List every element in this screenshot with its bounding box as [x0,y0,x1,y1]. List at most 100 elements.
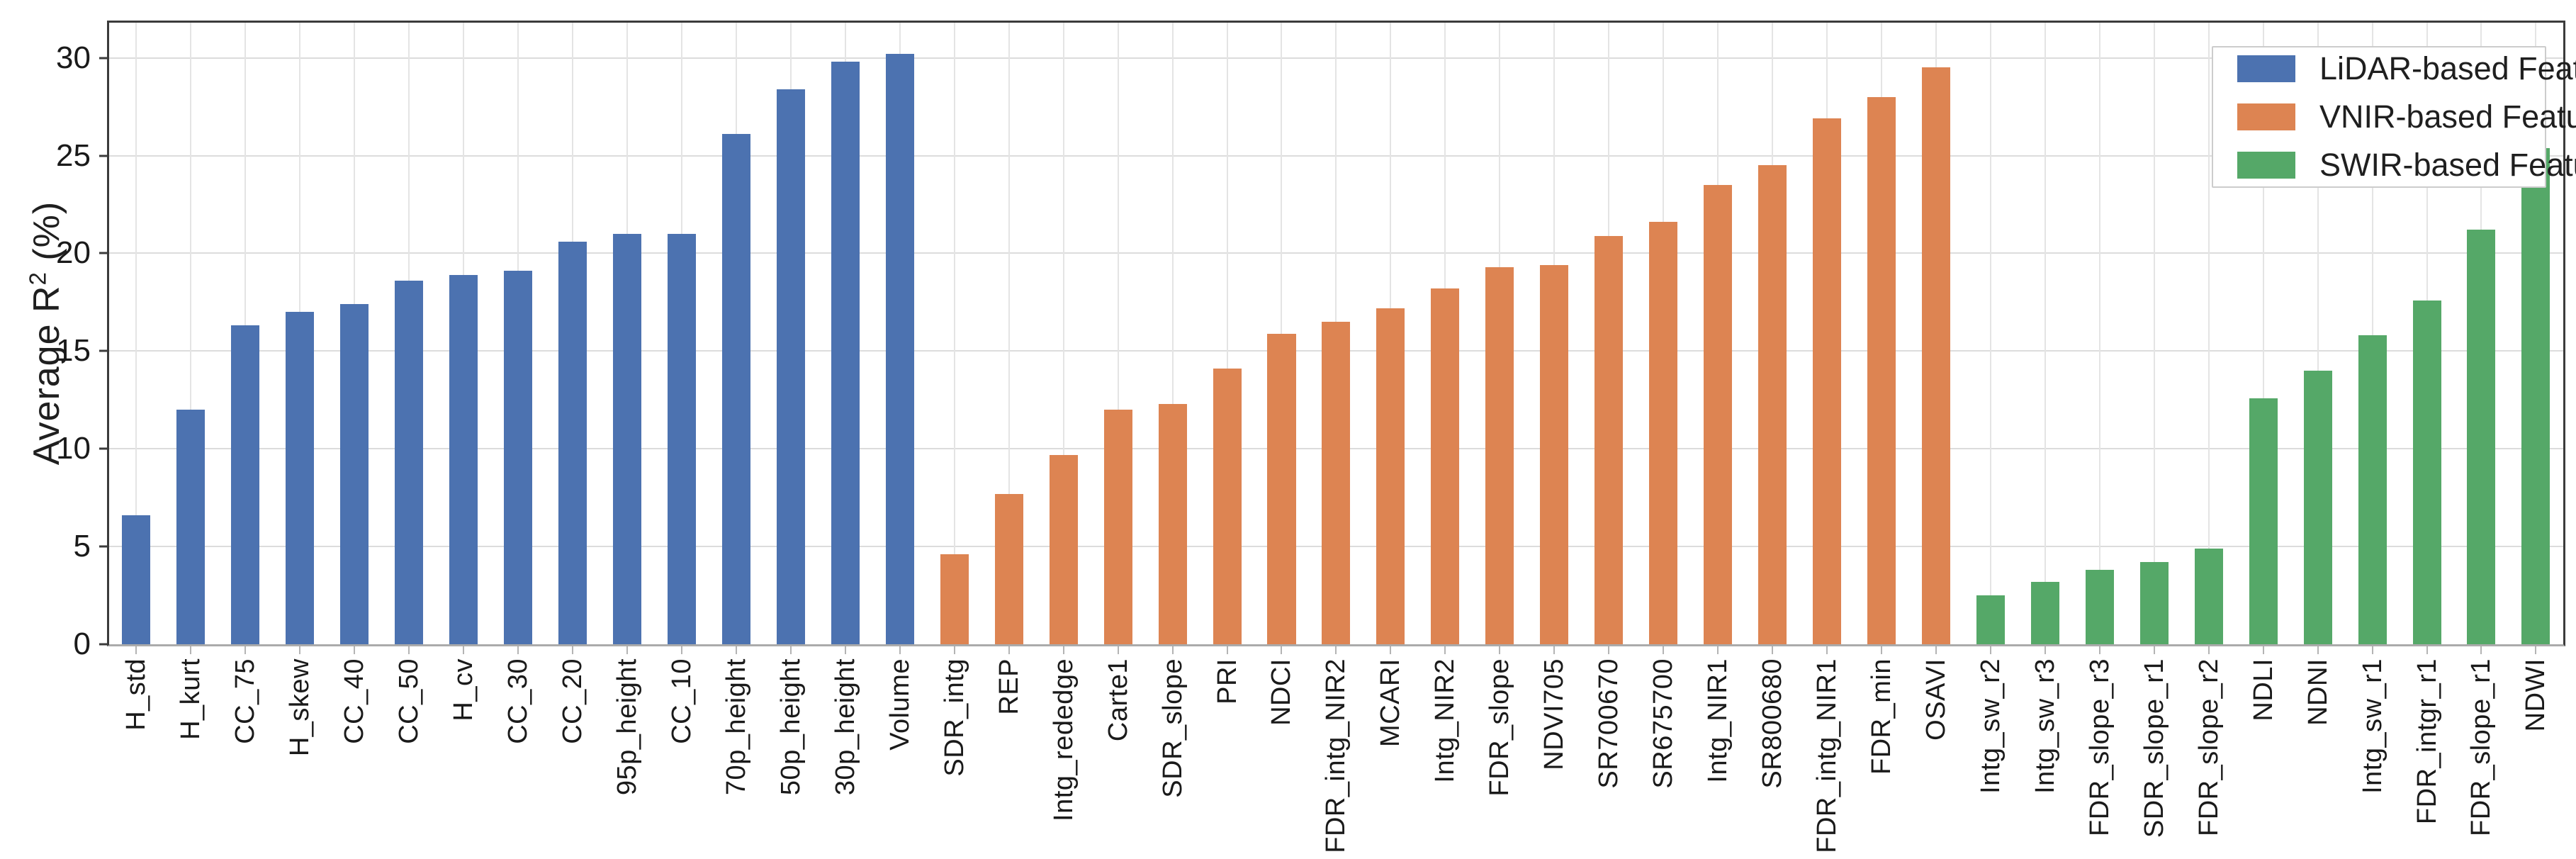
x-tick-mark [135,646,137,654]
x-tick-label-PRI: PRI [1212,658,1242,704]
x-tick-mark [789,646,792,654]
x-tick-label-REP: REP [994,658,1024,715]
x-tick-label-95p_height: 95p_height [612,658,643,796]
bar-CC_40 [340,304,369,644]
x-tick-label-H_kurt: H_kurt [176,658,206,740]
x-tick-label-30p_height: 30p_height [830,658,860,796]
bar-H_skew [286,312,315,644]
gridline-x [953,23,955,644]
x-tick-mark [844,646,846,654]
x-tick-label-SR700670: SR700670 [1594,658,1624,789]
bar-MCARI [1376,308,1405,644]
x-tick-label-FDR_intgr_r1: FDR_intgr_r1 [2412,658,2442,825]
swir-color-swatch [2237,152,2295,179]
x-tick-label-NDLI: NDLI [2248,658,2278,722]
x-tick-mark [572,646,574,654]
x-tick-label-Intg_sw_r1: Intg_sw_r1 [2357,658,2387,794]
x-tick-mark [1935,646,1937,654]
bar-slot: FDR_intg_NIR1 [1800,23,1855,853]
gridline-x [2098,23,2100,644]
bar-SDR_slope_r1 [2139,562,2169,644]
legend-label-lidar: LiDAR-based Features [2319,50,2576,86]
bar-SDR_slope [1158,403,1187,644]
bar-slot: SDR_slope [1145,23,1200,798]
x-tick-label-OSAVI: OSAVI [1920,658,1951,741]
bar-H_kurt [176,410,206,644]
bar-slot: CC_40 [327,23,382,744]
x-tick-mark [2371,646,2373,654]
x-tick-mark [1663,646,1665,654]
bar-slot: FDR_slope_r2 [2181,23,2236,836]
x-tick-label-Intg_NIR1: Intg_NIR1 [1703,658,1733,783]
x-tick-mark [2480,646,2482,654]
bar-SDR_intg [940,554,969,644]
x-tick-label-H_std: H_std [121,658,152,731]
x-tick-label-SR800680: SR800680 [1757,658,1788,789]
bar-50p_height [776,89,805,644]
bar-CC_50 [395,281,424,644]
bar-slot: CC_75 [218,23,273,744]
bar-SR700670 [1594,235,1624,644]
bar-slot: NDLI [2236,23,2290,722]
x-tick-label-CC_75: CC_75 [230,658,261,744]
x-tick-mark [190,646,192,654]
bar-FDR_slope [1485,266,1514,644]
y-axis-title-superscript: 2 [24,271,51,286]
x-tick-mark [1989,646,1991,654]
x-tick-label-FDR_intg_NIR1: FDR_intg_NIR1 [1812,658,1843,853]
bar-slot: FDR_intg_NIR2 [1309,23,1363,853]
x-tick-mark [2098,646,2100,654]
bar-NDWI [2521,147,2550,644]
x-tick-label-CC_30: CC_30 [503,658,534,744]
y-tick-mark-30 [99,57,109,60]
x-tick-mark [1281,646,1283,654]
bar-slot: NDWI [2509,23,2563,731]
bar-95p_height [613,233,642,644]
bar-OSAVI [1921,67,1950,644]
bar-slot: Intg_NIR2 [1418,23,1473,783]
y-tick-label-25: 25 [56,137,91,173]
x-tick-mark [1335,646,1337,654]
x-tick-mark [1553,646,1556,654]
x-tick-mark [2426,646,2428,654]
x-tick-label-SDR_intg: SDR_intg [939,658,969,777]
bar-slot: Intg_rededge [1036,23,1091,821]
x-tick-label-Carte1: Carte1 [1103,658,1133,742]
x-tick-mark [1226,646,1228,654]
x-tick-mark [2044,646,2046,654]
bar-Intg_rededge [1049,454,1078,644]
x-tick-label-MCARI: MCARI [1376,658,1406,747]
bar-slot: H_kurt [164,23,218,740]
bar-slot: 70p_height [709,23,763,795]
bar-NDLI [2249,398,2278,644]
x-tick-label-Intg_NIR2: Intg_NIR2 [1430,658,1461,783]
bar-30p_height [831,62,860,644]
gridline-x [1062,23,1064,644]
x-tick-mark [1390,646,1392,654]
x-tick-mark [1826,646,1828,654]
x-tick-label-FDR_slope: FDR_slope [1485,658,1515,797]
y-tick-mark-10 [99,447,109,450]
bar-slot: H_skew [273,23,327,756]
bar-slot: H_std [109,23,164,731]
x-tick-mark [2317,646,2319,654]
legend-row-vnir: VNIR-based Features [2237,99,2576,135]
bar-slot: PRI [1200,23,1254,704]
x-tick-mark [1171,646,1174,654]
gridline-x [2044,23,2046,644]
x-tick-mark [953,646,955,654]
x-tick-label-Volume: Volume [884,658,915,751]
bar-Intg_sw_r3 [2030,581,2059,644]
bar-FDR_slope_r1 [2467,230,2496,644]
bar-slot: SR800680 [1745,23,1800,789]
bar-slot: SR675700 [1636,23,1691,789]
x-tick-mark [1880,646,1882,654]
bar-slot: FDR_slope [1473,23,1527,797]
bar-slot: H_cv [437,23,491,722]
x-tick-label-FDR_intg_NIR2: FDR_intg_NIR2 [1321,658,1351,853]
y-tick-label-0: 0 [73,627,91,661]
y-tick-label-10: 10 [56,431,91,466]
y-tick-mark-0 [99,643,109,646]
x-tick-label-NDCI: NDCI [1266,658,1297,726]
bar-slot: FDR_intgr_r1 [2400,23,2454,824]
